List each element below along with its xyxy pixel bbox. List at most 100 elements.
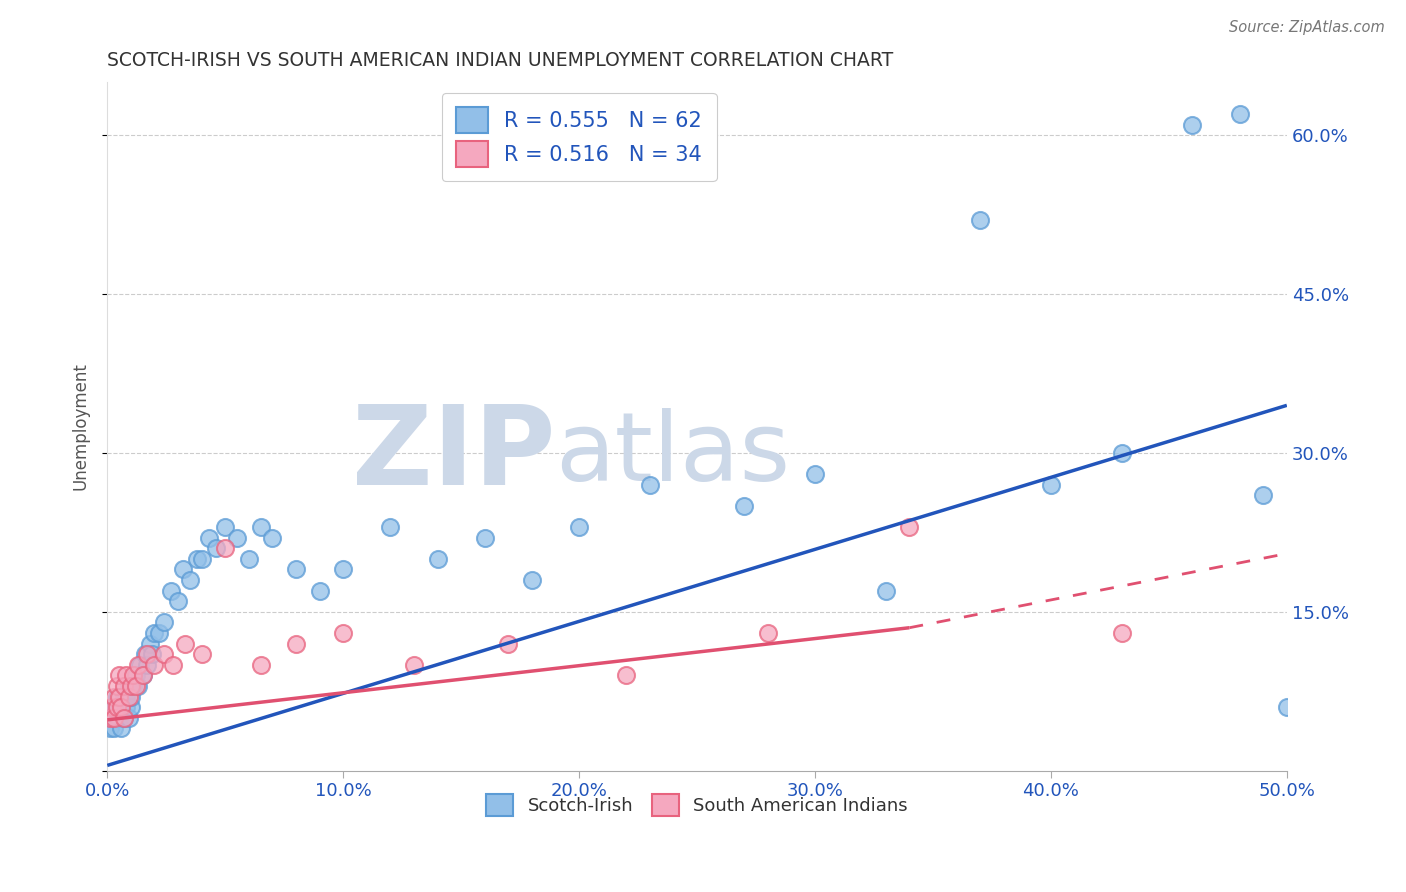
Point (214, 541, 236, 556)
Point (101, 700, 124, 714)
Point (124, 668, 146, 682)
Point (498, 637, 520, 651)
Point (105, 711, 128, 725)
Text: atlas: atlas (555, 408, 790, 500)
Point (875, 583, 897, 598)
Point (136, 647, 159, 661)
Point (115, 668, 138, 682)
Point (115, 690, 138, 704)
Point (733, 499, 755, 513)
Point (167, 594, 190, 608)
Text: ZIP: ZIP (352, 401, 555, 508)
Point (332, 626, 354, 640)
Point (898, 520, 921, 534)
Point (214, 520, 236, 534)
Point (127, 679, 149, 693)
Point (101, 711, 124, 725)
Point (112, 679, 135, 693)
Point (1251, 488, 1274, 502)
Point (174, 637, 197, 651)
Point (804, 467, 827, 482)
Point (1111, 626, 1133, 640)
Point (134, 647, 156, 661)
Point (148, 626, 170, 640)
Point (112, 690, 135, 704)
Point (160, 583, 183, 598)
Text: SCOTCH-IRISH VS SOUTH AMERICAN INDIAN UNEMPLOYMENT CORRELATION CHART: SCOTCH-IRISH VS SOUTH AMERICAN INDIAN UN… (107, 51, 894, 70)
Point (105, 700, 128, 714)
Point (103, 700, 125, 714)
Point (117, 711, 139, 725)
Point (249, 657, 271, 672)
Point (112, 711, 135, 725)
Point (141, 647, 163, 661)
Point (204, 541, 226, 556)
Point (110, 722, 132, 736)
Point (153, 615, 176, 630)
Point (197, 531, 219, 545)
Point (124, 679, 146, 693)
Point (120, 679, 142, 693)
Point (98, 722, 121, 736)
Point (226, 531, 249, 545)
Point (756, 626, 779, 640)
Point (122, 679, 145, 693)
Point (249, 520, 271, 534)
Point (131, 668, 153, 682)
Point (1111, 446, 1133, 460)
Point (120, 690, 142, 704)
Point (285, 562, 308, 576)
Point (112, 711, 135, 725)
Point (103, 722, 125, 736)
Point (110, 700, 132, 714)
Point (122, 668, 145, 682)
Point (108, 690, 131, 704)
Point (143, 626, 166, 640)
Point (520, 573, 543, 587)
Point (190, 552, 212, 566)
Point (105, 679, 128, 693)
Point (108, 711, 131, 725)
Point (186, 552, 208, 566)
Point (117, 679, 139, 693)
Point (139, 637, 162, 651)
Point (614, 668, 637, 682)
Point (238, 552, 260, 566)
Point (108, 700, 131, 714)
Point (120, 700, 142, 714)
Point (162, 657, 184, 672)
Point (1039, 477, 1062, 491)
Point (402, 657, 425, 672)
Text: Source: ZipAtlas.com: Source: ZipAtlas.com (1229, 20, 1385, 35)
Point (103, 711, 125, 725)
Point (474, 531, 496, 545)
Point (262, 531, 284, 545)
Point (129, 657, 152, 672)
Point (1181, 118, 1204, 132)
Legend: Scotch-Irish, South American Indians: Scotch-Irish, South American Indians (479, 787, 915, 823)
Y-axis label: Unemployment: Unemployment (72, 362, 89, 491)
Point (638, 477, 661, 491)
Point (172, 562, 194, 576)
Point (568, 520, 591, 534)
Point (110, 700, 132, 714)
Point (117, 690, 139, 704)
Point (127, 657, 149, 672)
Point (136, 657, 159, 672)
Point (332, 562, 354, 576)
Point (105, 690, 128, 704)
Point (969, 213, 991, 227)
Point (153, 647, 176, 661)
Point (98, 711, 121, 725)
Point (115, 700, 138, 714)
Point (426, 552, 449, 566)
Point (103, 690, 125, 704)
Point (143, 657, 166, 672)
Point (308, 583, 330, 598)
Point (1275, 700, 1298, 714)
Point (179, 573, 201, 587)
Point (190, 647, 212, 661)
Point (1229, 107, 1251, 121)
Point (108, 668, 131, 682)
Point (285, 637, 308, 651)
